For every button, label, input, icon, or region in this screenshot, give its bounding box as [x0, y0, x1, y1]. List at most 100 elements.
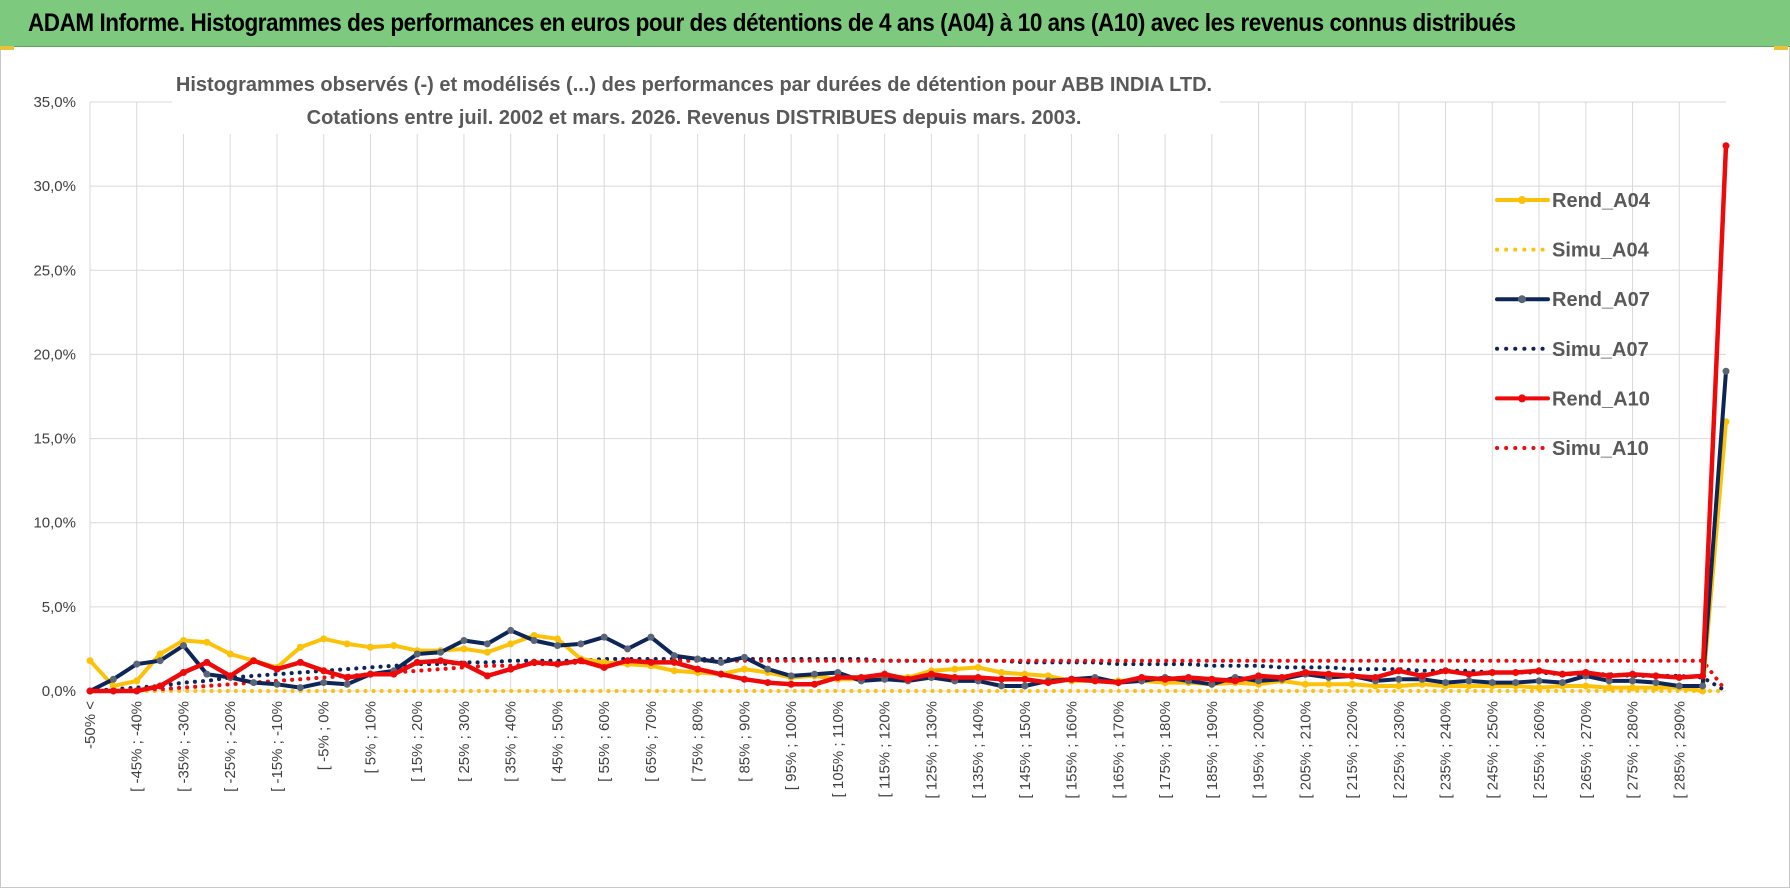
x-tick-label: [ 275% ; 280%	[1625, 701, 1642, 799]
gridlines	[89, 101, 1726, 692]
series-rend-a10-point	[904, 675, 912, 683]
series-rend-a07-point	[250, 679, 258, 687]
x-tick-label: [ -35% ; -30%	[175, 701, 192, 792]
x-tick-label: [ -45% ; -40%	[129, 701, 146, 792]
series-rend-a04-point	[1325, 680, 1333, 688]
series-rend-a04-point	[670, 667, 678, 675]
series-rend-a10-point	[133, 687, 141, 695]
series-rend-a07-point	[1255, 677, 1263, 685]
x-tick-label: [ 135% ; 140%	[970, 701, 987, 799]
x-tick-label: [ 185% ; 190%	[1204, 701, 1221, 799]
legend-simu-a10-label: Simu_A10	[1552, 438, 1649, 460]
legend-simu-a07-label: Simu_A07	[1552, 339, 1649, 361]
series-rend-a10-point	[1021, 675, 1029, 683]
series-rend-a07-point	[694, 655, 702, 663]
series-rend-a10-point	[670, 658, 678, 666]
series-rend-a10-point	[1442, 667, 1450, 675]
series-rend-a07-point	[156, 657, 164, 665]
series-rend-a07-point	[997, 682, 1005, 690]
y-tick-label: 0,0%	[42, 683, 76, 700]
series-rend-a10-point	[109, 687, 117, 695]
y-tick-label: 25,0%	[33, 262, 76, 279]
x-tick-label: [ 255% ; 260%	[1531, 701, 1548, 799]
series-rend-a10-point	[1512, 668, 1520, 676]
series-rend-a10-point	[1348, 672, 1356, 680]
series-rend-a10-point	[951, 674, 959, 682]
series-rend-a10-point	[1138, 674, 1146, 682]
series-rend-a10-point	[764, 679, 772, 687]
series-rend-a10-line	[87, 143, 1729, 694]
series-rend-a07-point	[1488, 679, 1496, 687]
series-rend-a10-point	[86, 687, 94, 695]
series-rend-a10-point	[624, 657, 632, 665]
series-rend-a10-point	[1582, 668, 1590, 676]
series-rend-a04-point	[553, 635, 561, 643]
series-rend-a10-point	[811, 680, 819, 688]
series-rend-a10-point	[156, 682, 164, 690]
y-tick-label: 35,0%	[33, 94, 76, 111]
series-rend-a10-point	[553, 660, 561, 668]
series-rend-a04-point	[974, 663, 982, 671]
legend-rend-a10-marker	[1518, 394, 1526, 403]
series-rend-a07-point	[717, 658, 725, 666]
series-rend-a10-point	[1184, 674, 1192, 682]
series-rend-a04-point	[226, 650, 234, 658]
series-rend-a10-point	[483, 672, 491, 680]
series-rend-a10-point	[1371, 674, 1379, 682]
series-rend-a07-point	[834, 668, 842, 676]
series-rend-a04-point	[1699, 687, 1707, 695]
x-tick-label: [ 55% ; 60%	[596, 701, 613, 782]
series-rend-a04-point	[483, 648, 491, 656]
series-rend-a07-point	[787, 672, 795, 680]
y-tick-label: 10,0%	[33, 515, 76, 532]
series-rend-a10-point	[530, 658, 538, 666]
series-rend-a07-point	[1465, 677, 1473, 685]
series-rend-a07-point	[179, 642, 187, 650]
series-rend-a04-point	[133, 677, 141, 685]
series-rend-a07-point	[296, 684, 304, 692]
x-tick-label: [ -25% ; -20%	[222, 701, 239, 792]
series-rend-a10-point	[1068, 675, 1076, 683]
series-rend-a07-point	[437, 648, 445, 656]
legend-rend-a04-label: Rend_A04	[1552, 190, 1651, 212]
x-tick-label: [ 265% ; 270%	[1578, 701, 1595, 799]
series-rend-a07-point	[1722, 367, 1730, 375]
series-rend-a10-point	[179, 668, 187, 676]
x-tick-label: [ 205% ; 210%	[1297, 701, 1314, 799]
x-tick-label: [ 35% ; 40%	[503, 701, 520, 782]
series-rend-a10-point	[226, 672, 234, 680]
series-rend-a10-point	[1301, 668, 1309, 676]
series-rend-a04-point	[296, 643, 304, 651]
series-rend-a10-point	[1395, 667, 1403, 675]
series-rend-a10-point	[413, 658, 421, 666]
series-rend-a04-point	[390, 642, 398, 650]
x-tick-label: [ 155% ; 160%	[1064, 701, 1081, 799]
series-rend-a07-point	[1605, 677, 1613, 685]
series-rend-a10-point	[507, 665, 515, 673]
series-rend-a04-point	[1301, 680, 1309, 688]
series-rend-a07-point	[881, 675, 889, 683]
series-rend-a04-point	[320, 635, 328, 643]
series-rend-a07-point	[553, 642, 561, 650]
x-tick-label: [ 95% ; 100%	[783, 701, 800, 790]
series-rend-a07-point	[740, 653, 748, 661]
series-rend-a07-point	[811, 670, 819, 678]
series-rend-a10-point	[1629, 670, 1637, 678]
series-rend-a04-point	[600, 658, 608, 666]
series-rend-a10-point	[577, 657, 585, 665]
series-rend-a07-point	[1535, 677, 1543, 685]
corner-accent-right	[1774, 46, 1788, 50]
series-rend-a10-point	[787, 680, 795, 688]
x-tick-label: [ 145% ; 150%	[1017, 701, 1034, 799]
x-tick-label: -50% <	[82, 701, 99, 749]
series-rend-a10-point	[1722, 142, 1730, 150]
series-rend-a07-point	[320, 679, 328, 687]
series-rend-a04-point	[343, 640, 351, 648]
series-rend-a04-point	[740, 665, 748, 673]
series-rend-a10-point	[1605, 672, 1613, 680]
x-tick-label: [ 85% ; 90%	[736, 701, 753, 782]
series-rend-a04-point	[507, 640, 515, 648]
series-rend-a10-point	[881, 670, 889, 678]
series-rend-a04-line	[88, 419, 1728, 693]
